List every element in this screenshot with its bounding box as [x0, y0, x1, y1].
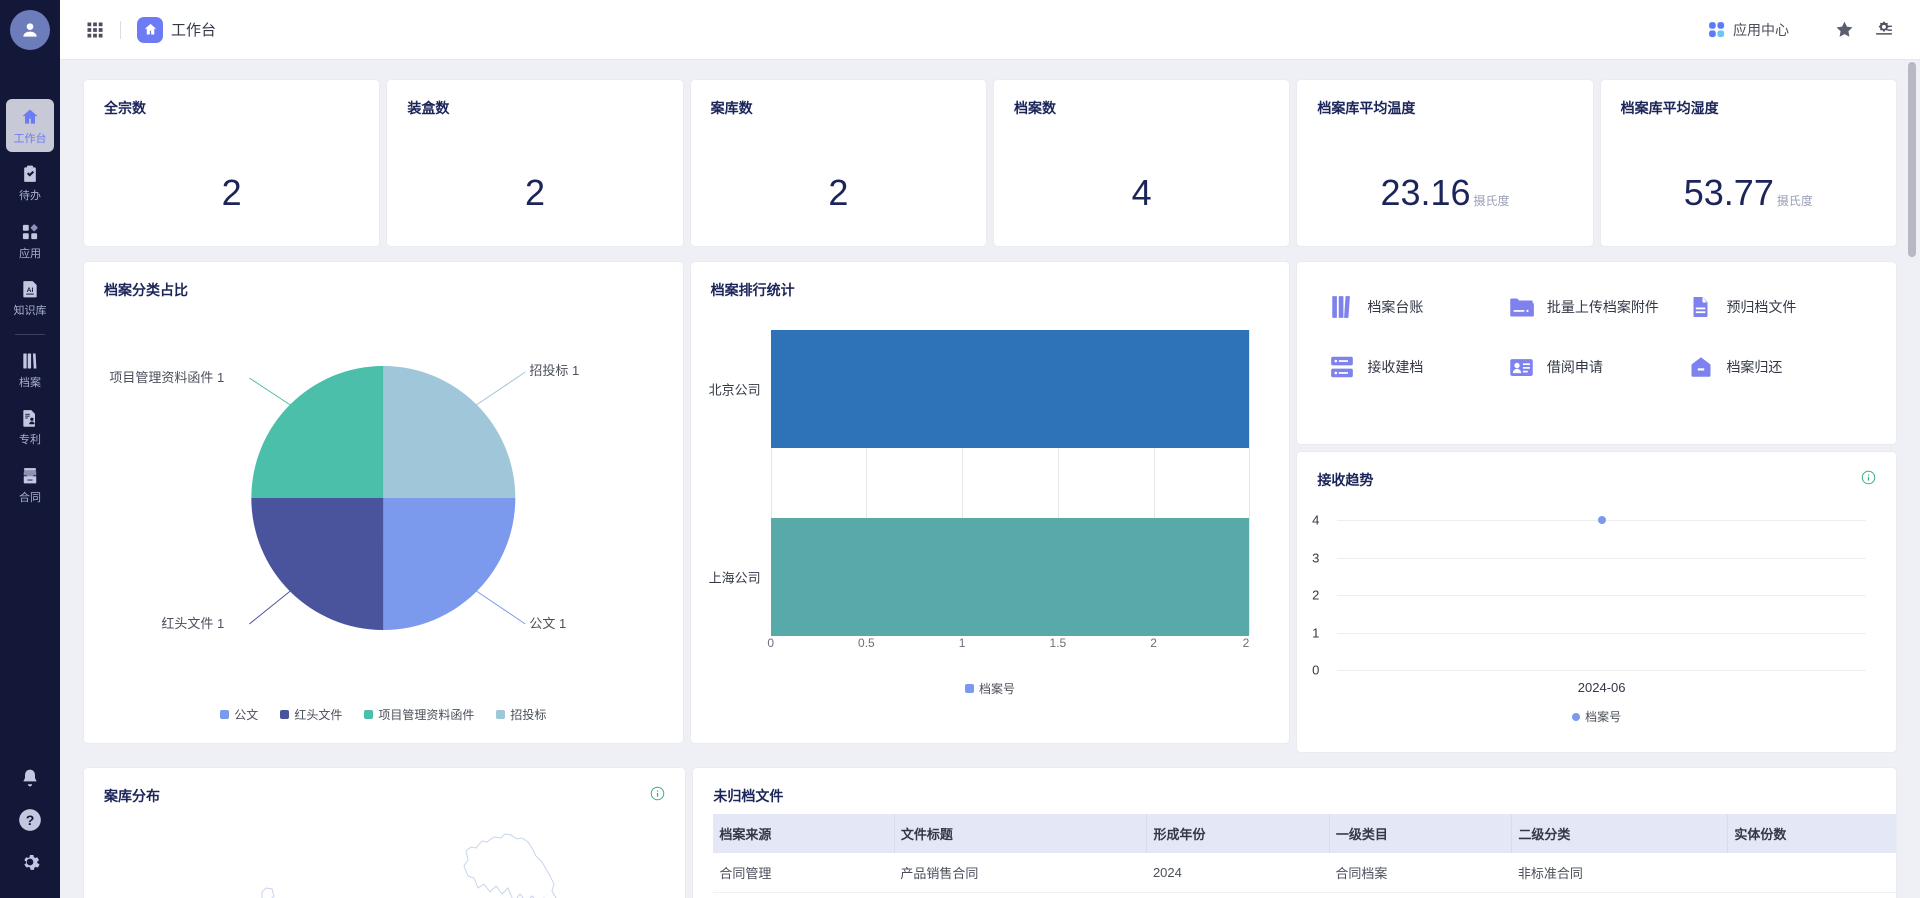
- svg-text:招投标 1: 招投标 1: [529, 363, 579, 378]
- svg-text:AI: AI: [27, 287, 34, 294]
- svg-text:项目管理资料函件 1: 项目管理资料函件 1: [109, 370, 224, 385]
- svg-text:红头文件 1: 红头文件 1: [161, 616, 224, 631]
- svg-text:公文 1: 公文 1: [529, 616, 566, 631]
- svg-text:?: ?: [26, 812, 35, 828]
